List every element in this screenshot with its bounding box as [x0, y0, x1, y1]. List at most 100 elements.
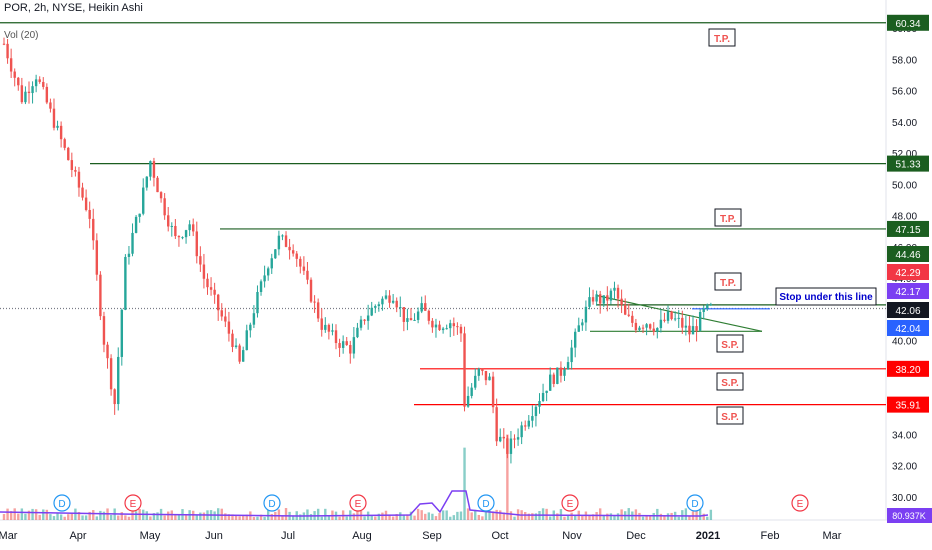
candle-body	[559, 367, 563, 376]
candle-body	[67, 147, 70, 161]
candle-body	[452, 323, 456, 327]
volume-bar	[477, 514, 481, 520]
volume-bar	[88, 511, 91, 520]
price-tag-bg	[887, 246, 929, 262]
volume-bar	[602, 515, 605, 520]
candle-body	[302, 266, 306, 271]
event-marker-earnings: E	[791, 494, 809, 512]
annotation-sp1: S.P.	[716, 334, 744, 353]
volume-bar	[434, 516, 438, 520]
volume-bar	[556, 513, 559, 520]
volume-bar	[92, 510, 95, 520]
candle-body	[395, 300, 398, 308]
annotation-tp2: T.P.	[714, 208, 742, 227]
volume-bar	[281, 515, 284, 520]
candle-body	[463, 333, 466, 407]
volume-bar	[363, 516, 366, 520]
volume-bar	[395, 514, 398, 520]
candle-body	[74, 170, 77, 172]
candle-body	[213, 289, 216, 295]
annotation-box	[716, 406, 744, 425]
candle-body	[92, 218, 95, 241]
volume-bar	[524, 511, 527, 520]
candle-body	[102, 316, 106, 345]
volume-bar	[463, 447, 466, 520]
candle-body	[399, 307, 402, 309]
candle-body	[309, 279, 313, 302]
candle-body	[56, 125, 59, 128]
candle-body	[159, 192, 163, 199]
price-tag-label: 60.34	[895, 19, 920, 30]
price-tag: 38.20	[887, 360, 929, 377]
candle-body	[534, 406, 538, 417]
candle-body	[531, 416, 534, 421]
volume-bar	[566, 514, 570, 520]
candle-body	[181, 237, 184, 239]
volume-bar	[13, 508, 16, 520]
volume-bar	[199, 512, 202, 520]
volume-bar	[445, 510, 448, 520]
price-tag: 42.04	[887, 320, 929, 336]
annotation-sp2: S.P.	[716, 372, 744, 391]
volume-bar	[6, 508, 9, 520]
candle-body	[327, 324, 331, 332]
candle-body	[631, 315, 634, 323]
volume-bar	[588, 515, 591, 520]
annotation-stop-note: Stop under this line	[775, 287, 877, 306]
candle-body	[663, 319, 666, 321]
price-tag: 42.29	[887, 264, 929, 280]
volume-bar	[502, 512, 505, 520]
candle-body	[466, 395, 470, 407]
candle-body	[245, 330, 248, 351]
candle-body	[566, 362, 570, 370]
volume-bar	[231, 514, 234, 520]
candle-body	[81, 187, 84, 198]
candle-body	[117, 356, 120, 405]
candle-body	[402, 307, 406, 322]
y-tick-label: 58.00	[892, 55, 917, 66]
event-marker-label: D	[691, 499, 698, 510]
volume-bar	[320, 516, 323, 520]
candle-body	[252, 313, 256, 325]
event-marker-label: D	[482, 499, 489, 510]
candle-body	[513, 438, 516, 440]
candle-body	[6, 43, 9, 59]
volume-bar	[24, 513, 27, 520]
x-tick-label: Apr	[69, 530, 86, 542]
price-tag: 42.06	[887, 302, 929, 318]
candle-body	[70, 160, 74, 171]
candle-body	[59, 125, 63, 140]
volume-tag-bg	[887, 508, 932, 523]
annotation-box	[775, 287, 877, 306]
price-tag: 60.34	[887, 14, 929, 31]
volume-bar	[627, 508, 630, 520]
candle-body	[709, 304, 713, 306]
price-tag-bg	[887, 155, 929, 172]
price-tag: 51.33	[887, 155, 929, 172]
price-tag: 44.46	[887, 246, 929, 262]
price-tag-label: 42.29	[895, 268, 920, 279]
candle-body	[527, 420, 530, 427]
volume-bar	[49, 514, 52, 520]
candle-body	[645, 324, 648, 328]
candle-body	[648, 324, 652, 329]
volume-bar	[659, 513, 663, 520]
x-tick-label: Nov	[562, 530, 582, 542]
candle-body	[281, 235, 284, 237]
candle-body	[313, 301, 316, 303]
candle-body	[199, 256, 202, 265]
volume-bar	[609, 513, 613, 520]
candle-body	[677, 317, 680, 319]
event-marker-circle	[791, 494, 809, 512]
candle-body	[238, 345, 241, 362]
volume-bar	[509, 511, 513, 520]
volume-bar	[102, 511, 106, 520]
volume-bar	[127, 516, 131, 520]
volume-bar	[488, 510, 491, 520]
volume-bar	[9, 511, 13, 520]
candle-body	[370, 307, 373, 316]
volume-bar	[484, 511, 488, 520]
volume-bar	[145, 511, 148, 520]
candle-body	[481, 368, 484, 371]
